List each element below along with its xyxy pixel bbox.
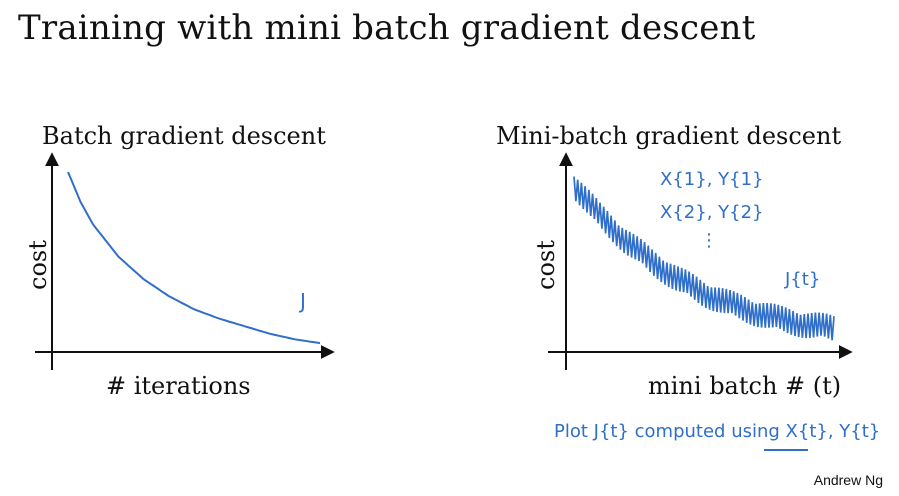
- annotation-ellipsis: ⋮: [700, 230, 718, 251]
- batch-axes: [35, 152, 335, 370]
- annotation-x2y2: X{2}, Y{2}: [660, 202, 763, 223]
- plot-footnote: Plot J{t} computed using X{t}, Y{t}: [554, 421, 880, 442]
- slide-credit: Andrew Ng: [813, 472, 883, 488]
- slide-title: Training with mini batch gradient descen…: [18, 8, 756, 48]
- minibatch-plot-xlabel: mini batch # (t): [648, 372, 842, 400]
- batch-curve-label: J: [298, 289, 306, 313]
- minibatch-cost-curve: [573, 176, 835, 341]
- batch-plot-title: Batch gradient descent: [42, 122, 326, 150]
- minibatch-axes: [548, 152, 853, 370]
- annotation-x1y1: X{1}, Y{1}: [660, 169, 763, 190]
- batch-cost-curve: [67, 171, 321, 345]
- minibatch-curve-label: J{t}: [784, 269, 820, 290]
- batch-plot-xlabel: # iterations: [106, 372, 251, 400]
- minibatch-plot-title: Mini-batch gradient descent: [496, 122, 842, 150]
